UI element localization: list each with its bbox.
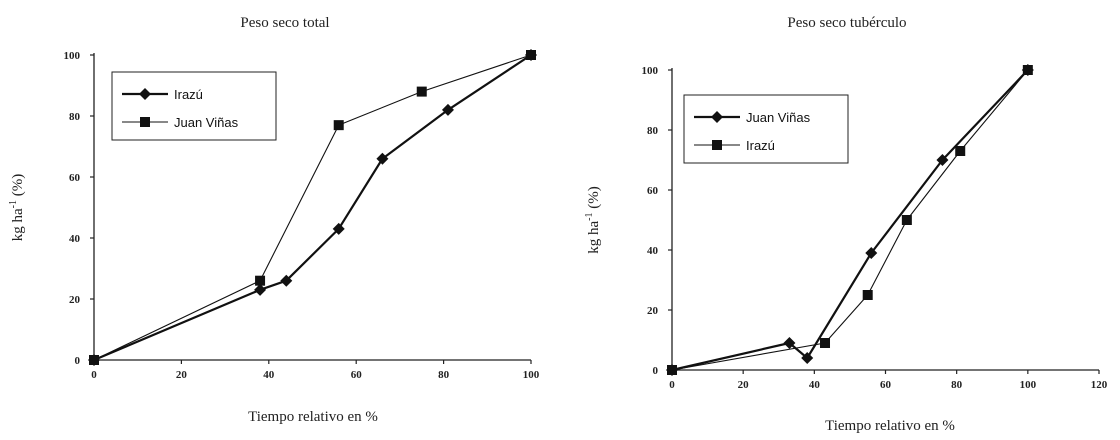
series-irazu-point-3 bbox=[901, 215, 912, 225]
legend-label-irazu: Irazú bbox=[174, 87, 203, 102]
x-tick-label-4: 80 bbox=[438, 369, 450, 381]
y-tick-label-3: 60 bbox=[69, 172, 81, 184]
y-tick-label-0: 0 bbox=[75, 355, 81, 367]
legend-box bbox=[683, 94, 849, 164]
series-irazu-point-0 bbox=[667, 365, 677, 375]
series-irazu-point-5 bbox=[441, 103, 454, 116]
x-tick-label-5: 100 bbox=[523, 369, 540, 381]
series-irazu-point-4 bbox=[376, 152, 389, 165]
y-tick-label-1: 20 bbox=[69, 294, 81, 306]
legend-marker-juan-vinas-point-0 bbox=[140, 117, 150, 127]
legend-label-juan-vinas: Juan Viñas bbox=[174, 115, 239, 130]
y-tick-label-5: 100 bbox=[642, 65, 659, 77]
y-tick-label-1: 20 bbox=[647, 305, 659, 317]
series-irazu-point-4 bbox=[955, 146, 966, 156]
x-tick-label-4: 80 bbox=[951, 379, 963, 391]
series-irazu bbox=[667, 65, 1033, 375]
series-irazu-point-3 bbox=[332, 222, 345, 235]
x-tick-label-0: 0 bbox=[669, 379, 675, 391]
series-line-juan-vinas bbox=[671, 69, 1029, 372]
series-juan-vinas bbox=[89, 50, 536, 365]
legend-marker-juan-vinas-point-0 bbox=[711, 111, 723, 123]
y-tick-label-0: 0 bbox=[653, 365, 659, 377]
y-tick-label-5: 100 bbox=[64, 50, 81, 62]
series-juan-vinas-point-4 bbox=[936, 154, 949, 166]
legend-marker-irazu-point-0 bbox=[139, 88, 151, 100]
series-juan-vinas-point-1 bbox=[255, 275, 266, 286]
x-tick-label-2: 40 bbox=[263, 369, 275, 381]
chart-peso-seco-total: Peso seco total 0 20 40 60 80 100 0 20 40 60 80 100 T… bbox=[8, 15, 540, 425]
series-juan-vinas-point-2 bbox=[801, 352, 814, 364]
chart-1-svg: Peso seco tubérculo 0 20 40 60 80 100 120 0 20 40 6… bbox=[584, 15, 1108, 434]
y-tick-label-2: 40 bbox=[647, 245, 659, 257]
x-tick-label-5: 100 bbox=[1020, 379, 1037, 391]
x-tick-label-2: 40 bbox=[809, 379, 821, 391]
series-juan-vinas-point-3 bbox=[865, 247, 878, 259]
series-juan-vinas-point-3 bbox=[416, 86, 427, 97]
chart-0-svg: Peso seco total 0 20 40 60 80 100 0 20 40 60 80 100 T… bbox=[8, 15, 540, 425]
y-axis-label: kg ha-1 (%) bbox=[8, 174, 26, 242]
series-irazu-point-1 bbox=[254, 283, 267, 296]
x-axis-label: Tiempo relativo en % bbox=[825, 418, 955, 434]
series-juan-vinas-point-4 bbox=[526, 50, 536, 60]
chart-title: Peso seco total bbox=[240, 15, 329, 31]
series-irazu-point-1 bbox=[820, 338, 831, 348]
y-axis-label: kg ha-1 (%) bbox=[584, 186, 602, 254]
x-tick-label-0: 0 bbox=[91, 369, 97, 381]
series-juan-vinas-point-2 bbox=[333, 120, 344, 131]
series-irazu-point-2 bbox=[280, 274, 293, 287]
chart-peso-seco-tuberculo: Peso seco tubérculo 0 20 40 60 80 100 120 0 20 40 6… bbox=[560, 0, 1120, 440]
legend: Irazú Juan Viñas bbox=[111, 71, 277, 141]
x-tick-label-1: 20 bbox=[738, 379, 750, 391]
series-juan-vinas-point-1 bbox=[783, 337, 796, 349]
x-tick-label-3: 60 bbox=[880, 379, 892, 391]
x-tick-label-6: 120 bbox=[1091, 379, 1108, 391]
legend-label-irazu: Irazú bbox=[746, 138, 775, 153]
y-tick-label-3: 60 bbox=[647, 185, 659, 197]
legend-marker-irazu-point-0 bbox=[712, 140, 722, 150]
chart-title: Peso seco tubérculo bbox=[787, 15, 906, 31]
series-juan-vinas-point-0 bbox=[89, 355, 99, 365]
y-tick-label-2: 40 bbox=[69, 233, 81, 245]
legend: Juan Viñas Irazú bbox=[683, 94, 849, 164]
y-tick-label-4: 80 bbox=[69, 111, 81, 123]
x-tick-label-3: 60 bbox=[351, 369, 363, 381]
x-axis-label: Tiempo relativo en % bbox=[248, 409, 378, 425]
legend-label-juan-vinas: Juan Viñas bbox=[746, 110, 811, 125]
x-tick-label-1: 20 bbox=[176, 369, 188, 381]
y-tick-label-4: 80 bbox=[647, 125, 659, 137]
series-irazu-point-5 bbox=[1022, 65, 1033, 75]
series-line-irazu bbox=[671, 69, 1029, 371]
legend-box bbox=[111, 71, 277, 141]
series-irazu-point-2 bbox=[862, 290, 873, 300]
